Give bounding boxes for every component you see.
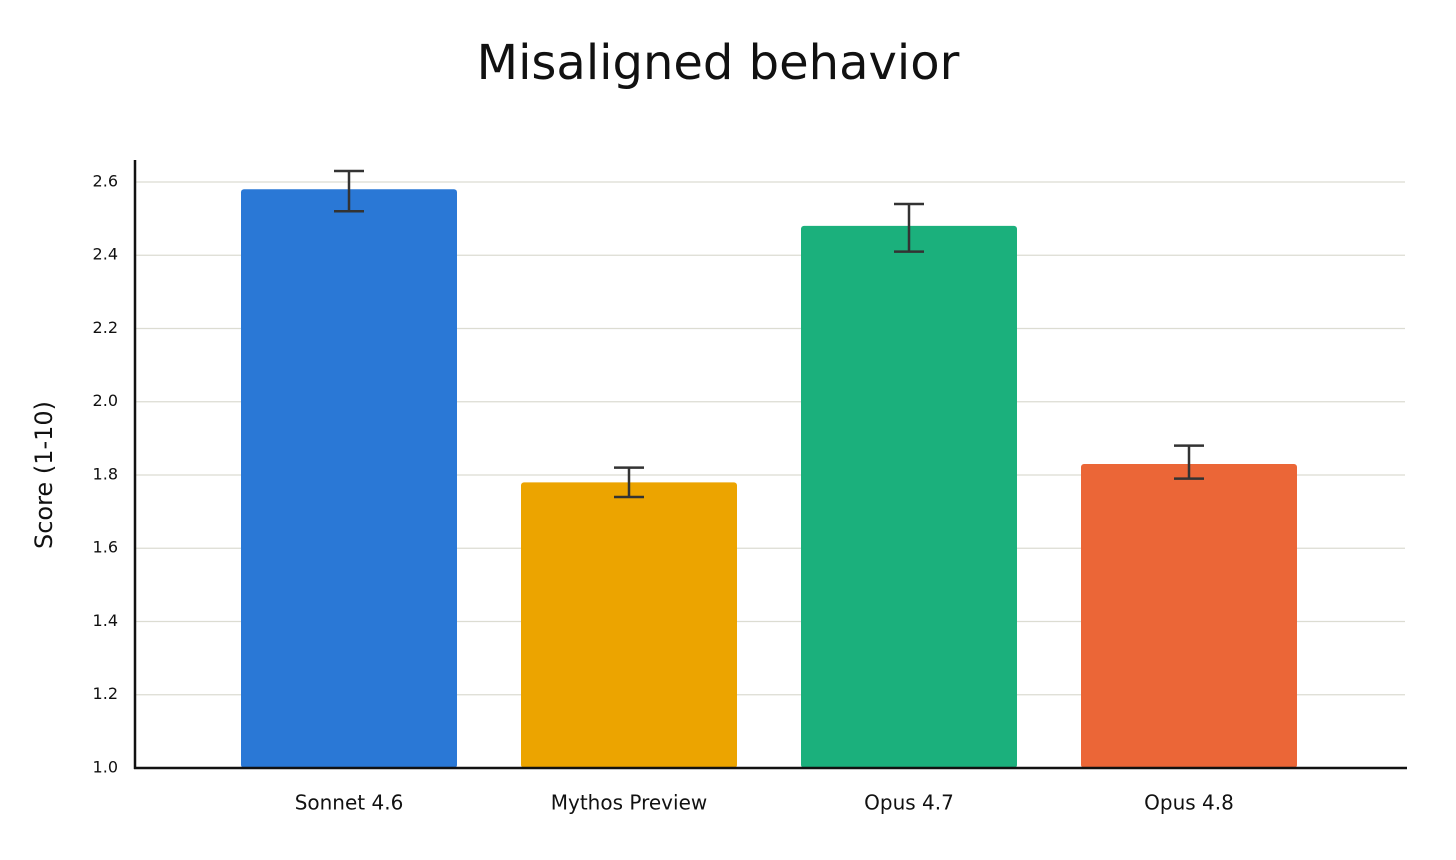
y-tick-label: 2.0 xyxy=(93,391,118,410)
chart-title: Misaligned behavior xyxy=(477,35,960,91)
x-tick-label: Opus 4.7 xyxy=(864,791,954,815)
y-tick-label: 1.4 xyxy=(93,611,118,630)
marks xyxy=(241,169,1297,768)
x-tick-label: Sonnet 4.6 xyxy=(295,791,404,815)
y-tick-label: 2.6 xyxy=(93,171,118,190)
bar xyxy=(1081,464,1297,768)
bar xyxy=(801,225,1017,768)
bar xyxy=(241,189,457,768)
x-tick-label: Opus 4.8 xyxy=(1144,791,1234,815)
y-tick-label: 1.6 xyxy=(93,538,118,557)
y-tick-label: 2.2 xyxy=(93,318,118,337)
y-axis-label: Score (1-10) xyxy=(30,401,58,549)
y-tick-label: 1.0 xyxy=(93,758,118,777)
bar xyxy=(521,482,737,768)
y-tick-label: 1.2 xyxy=(93,684,118,703)
x-tick-label: Mythos Preview xyxy=(551,791,707,815)
y-tick-label: 1.8 xyxy=(93,464,118,483)
y-tick-label: 2.4 xyxy=(93,245,118,264)
